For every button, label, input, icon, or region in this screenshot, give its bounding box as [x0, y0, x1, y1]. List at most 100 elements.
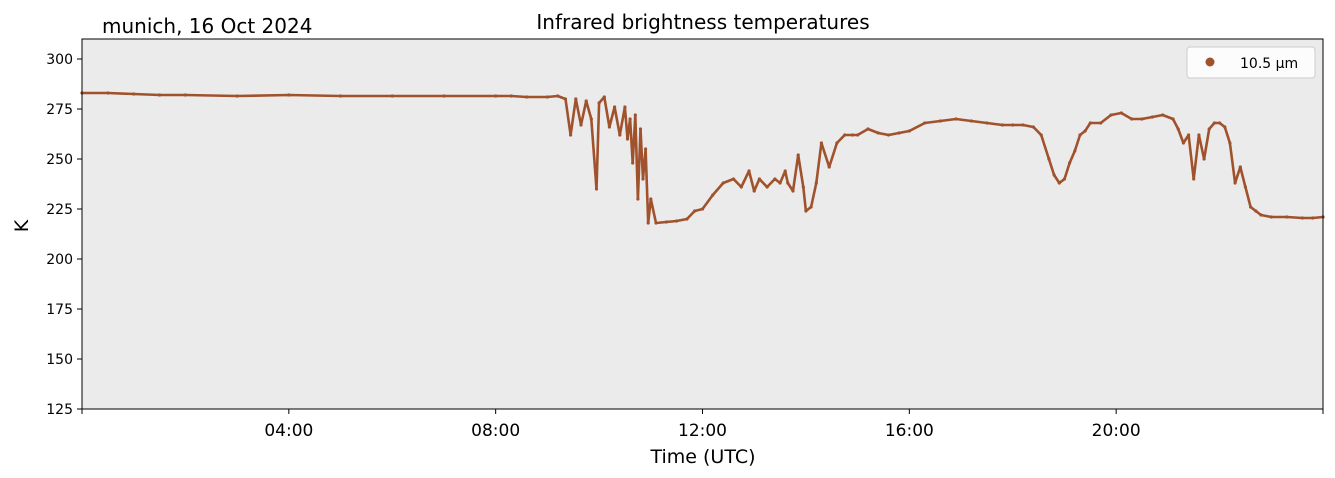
data-point [607, 125, 612, 129]
data-point [907, 129, 911, 133]
data-point [1047, 157, 1051, 161]
data-point [731, 177, 736, 181]
data-point [1057, 181, 1061, 185]
data-point [786, 181, 790, 185]
x-tick-label: 04:00 [264, 421, 313, 441]
data-point [1083, 129, 1087, 133]
data-point [985, 121, 989, 125]
y-tick-label: 150 [46, 352, 73, 368]
data-point [757, 177, 762, 181]
data-point [1068, 161, 1072, 165]
data-point [1207, 127, 1211, 131]
plot-background [82, 39, 1323, 409]
data-point [628, 117, 632, 121]
data-point [923, 121, 927, 125]
data-point [633, 113, 637, 117]
data-point [525, 95, 529, 99]
data-point [954, 117, 958, 121]
data-point [649, 197, 653, 201]
series-trace [82, 91, 1324, 225]
data-point [791, 189, 795, 193]
data-point [1192, 177, 1196, 181]
data-point [1062, 177, 1067, 181]
data-point [1228, 141, 1232, 145]
data-point [509, 94, 513, 98]
data-point [1249, 205, 1253, 209]
data-point [1300, 216, 1304, 220]
data-point [579, 123, 583, 127]
y-tick-label: 125 [46, 402, 73, 418]
y-tick-label: 200 [46, 252, 73, 268]
data-point [969, 119, 974, 123]
legend-label: 10.5 µm [1240, 56, 1298, 72]
data-point [664, 220, 668, 224]
data-point [563, 97, 568, 101]
data-point [801, 185, 805, 189]
data-point [887, 133, 891, 137]
y-tick-label: 175 [46, 302, 73, 318]
data-point [866, 127, 870, 131]
data-point [1233, 181, 1237, 185]
data-point [1202, 157, 1206, 161]
data-point [494, 94, 498, 98]
data-point [693, 209, 697, 213]
data-point [545, 95, 550, 99]
data-point [1073, 149, 1077, 153]
data-point [287, 93, 291, 97]
data-point [132, 92, 136, 96]
data-point [778, 181, 782, 185]
data-point [1039, 133, 1043, 137]
chart-title: Infrared brightness temperatures [536, 10, 869, 34]
data-point [1212, 121, 1216, 125]
data-point [641, 177, 645, 181]
data-point [827, 165, 831, 169]
data-point [1130, 117, 1134, 121]
data-point [876, 131, 880, 135]
data-point [1223, 125, 1227, 129]
data-point [556, 94, 560, 98]
x-tick-label: 20:00 [1092, 421, 1141, 441]
data-point [569, 133, 573, 137]
legend-marker [1205, 57, 1215, 67]
data-point [589, 117, 593, 121]
data-point [1119, 111, 1123, 115]
data-point [1099, 121, 1103, 125]
data-point [1078, 133, 1082, 137]
data-point [752, 189, 756, 193]
data-point [1140, 117, 1144, 121]
y-axis-label: K [11, 219, 33, 232]
data-point [1259, 213, 1263, 217]
data-point [1254, 209, 1258, 213]
data-point [850, 133, 855, 137]
y-tick-label: 225 [46, 202, 73, 218]
data-point [897, 131, 901, 135]
data-point [1311, 216, 1315, 220]
data-point [1000, 123, 1005, 127]
data-point [1181, 141, 1185, 145]
data-point [1031, 125, 1035, 129]
data-point [636, 197, 640, 201]
data-point [597, 101, 601, 105]
data-point [1243, 185, 1247, 189]
data-point [765, 185, 769, 189]
data-point [1088, 121, 1092, 125]
data-point [1285, 215, 1289, 219]
data-point [1171, 117, 1175, 121]
data-point [796, 153, 800, 157]
y-tick-label: 250 [46, 152, 73, 168]
x-axis: 04:00 08:00 12:00 16:00 20:00 [81, 409, 1324, 441]
data-point [711, 193, 715, 197]
data-point [783, 169, 787, 173]
data-point [654, 221, 658, 225]
data-point [1269, 215, 1273, 219]
data-point [835, 141, 839, 145]
data-point [442, 94, 446, 98]
data-point [644, 147, 648, 151]
data-point [390, 94, 394, 98]
data-point [843, 133, 847, 137]
x-tick-label: 16:00 [885, 421, 934, 441]
data-point [1052, 173, 1056, 177]
data-point [638, 127, 643, 131]
data-point [158, 93, 162, 97]
data-point [1150, 115, 1154, 119]
